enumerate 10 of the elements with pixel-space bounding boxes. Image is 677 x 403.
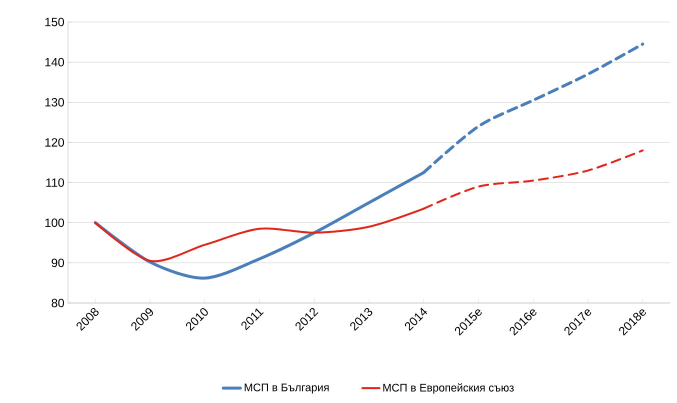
y-tick-label: 100 xyxy=(45,218,64,227)
legend-label: МСП в Европейския съюз xyxy=(383,383,514,394)
y-tick-label: 150 xyxy=(45,18,64,26)
y-tick-label: 120 xyxy=(45,138,64,147)
y-tick-label: 80 xyxy=(52,298,64,308)
legend-label: МСП в България xyxy=(244,384,329,394)
y-tick-label: 130 xyxy=(45,98,64,107)
y-tick-label: 110 xyxy=(46,178,64,187)
y-tick-label: 90 xyxy=(52,258,64,268)
y-tick-label: 140 xyxy=(45,58,64,66)
